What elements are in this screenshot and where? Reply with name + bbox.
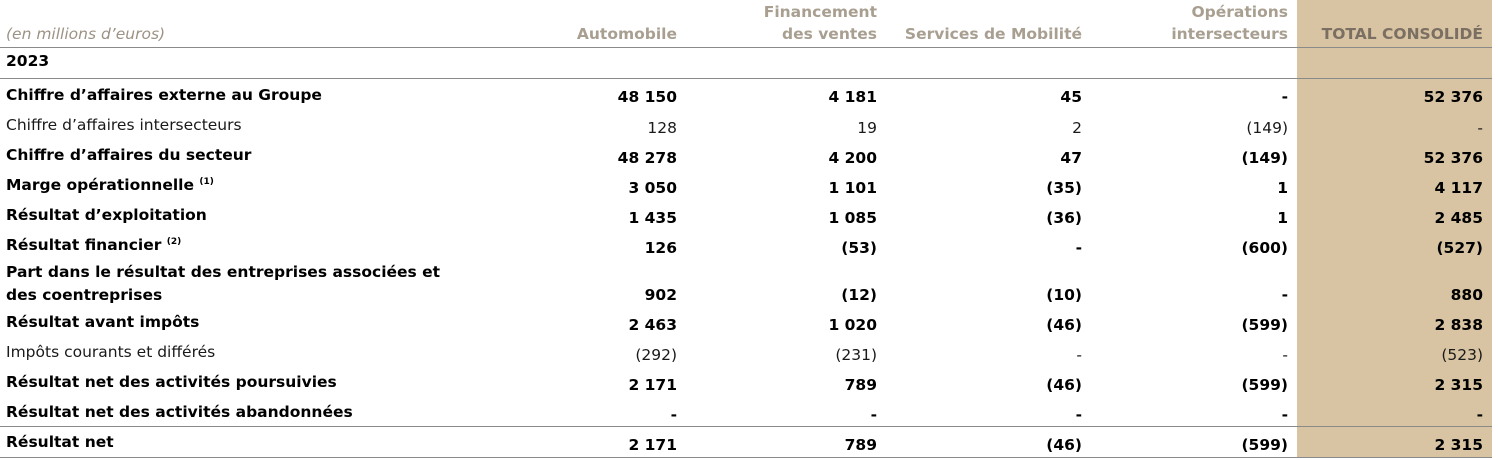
total-label: TOTAL CONSOLIDÉ	[1321, 25, 1483, 43]
total-divider	[0, 426, 1492, 427]
financement-label-line2: des ventes	[781, 25, 877, 43]
services-header: Services de Mobilité	[905, 23, 1082, 45]
total-value: 2 838	[1434, 316, 1483, 334]
row-label-wrap: Marge opérationnelle (1)	[6, 174, 214, 197]
services-value: (10)	[1046, 286, 1082, 304]
financement-header: Financement des ventes	[764, 1, 877, 45]
automobile-value: 48 150	[617, 88, 677, 106]
total-value: 4 117	[1434, 179, 1483, 197]
services-value: 45	[1060, 88, 1082, 106]
operations-value: (149)	[1241, 149, 1288, 167]
automobile-value: 126	[644, 239, 677, 257]
services-value: (36)	[1046, 209, 1082, 227]
operations-value: (600)	[1241, 239, 1288, 257]
operations-value: (599)	[1241, 376, 1288, 394]
total-value: -	[1477, 119, 1483, 137]
automobile-value: 48 278	[617, 149, 677, 167]
financement-value: 1 101	[828, 179, 877, 197]
services-value: (46)	[1046, 316, 1082, 334]
financement-value: -	[870, 406, 877, 424]
bottom-rule	[0, 457, 1492, 458]
services-value: -	[1076, 346, 1082, 364]
year-label: 2023	[6, 52, 50, 70]
year-row: 2023	[0, 48, 1492, 79]
total-value: (527)	[1436, 239, 1483, 257]
total-header: TOTAL CONSOLIDÉ	[1322, 23, 1483, 45]
financement-value: 789	[844, 436, 877, 454]
financement-value: 789	[844, 376, 877, 394]
operations-label-line1: Opérations	[1191, 3, 1288, 21]
automobile-value: 2 171	[628, 436, 677, 454]
total-value: 52 376	[1423, 88, 1483, 106]
operations-value: (599)	[1241, 316, 1288, 334]
units-header: (en millions d’euros)	[6, 23, 165, 45]
row-label-line1: Part dans le résultat des entreprises as…	[6, 263, 441, 281]
footnote-marker: (1)	[199, 176, 214, 187]
operations-value: -	[1281, 286, 1288, 304]
financement-value: 1 020	[828, 316, 877, 334]
row-label-wrap: Résultat financier (2)	[6, 234, 181, 257]
operations-value: -	[1281, 406, 1288, 424]
financement-value: 19	[857, 119, 877, 137]
total-value: -	[1476, 406, 1483, 424]
footnote-marker: (2)	[166, 236, 182, 247]
automobile-label: Automobile	[576, 25, 677, 43]
units-label: (en millions d’euros)	[6, 25, 166, 43]
automobile-value: 902	[644, 286, 677, 304]
row-label: Résultat net des activités abandonnées	[6, 403, 353, 421]
row-label: Chiffre d’affaires intersecteurs	[6, 116, 242, 134]
services-value: (46)	[1046, 436, 1082, 454]
services-value: -	[1075, 406, 1082, 424]
automobile-value: (292)	[635, 346, 677, 364]
row-label: Impôts courants et différés	[6, 343, 216, 361]
total-value: 52 376	[1423, 149, 1483, 167]
services-value: (46)	[1046, 376, 1082, 394]
operations-value: (599)	[1241, 436, 1288, 454]
row-label: Chiffre d’affaires du secteur	[6, 146, 252, 164]
operations-value: (149)	[1246, 119, 1288, 137]
financement-value: 4 181	[828, 88, 877, 106]
total-value: (523)	[1441, 346, 1483, 364]
operations-value: 1	[1277, 179, 1288, 197]
row-label-line2: des coentreprises	[6, 286, 163, 304]
total-column-band	[1297, 0, 1492, 458]
automobile-value: -	[670, 406, 677, 424]
services-value: 47	[1060, 149, 1082, 167]
total-value: 880	[1450, 286, 1483, 304]
row-label: Résultat net	[6, 433, 114, 451]
operations-value: 1	[1277, 209, 1288, 227]
operations-label-line2: intersecteurs	[1171, 25, 1288, 43]
row-label: Marge opérationnelle	[6, 176, 194, 194]
operations-value: -	[1281, 88, 1288, 106]
row-label: Chiffre d’affaires externe au Groupe	[6, 86, 322, 104]
financement-value: 1 085	[828, 209, 877, 227]
services-value: 2	[1072, 119, 1082, 137]
row-label: Résultat financier	[6, 236, 162, 254]
total-value: 2 485	[1434, 209, 1483, 227]
row-label: Résultat d’exploitation	[6, 206, 207, 224]
operations-value: -	[1282, 346, 1288, 364]
financement-value: 4 200	[828, 149, 877, 167]
total-value: 2 315	[1434, 376, 1483, 394]
row-label: Résultat avant impôts	[6, 313, 200, 331]
total-value: 2 315	[1434, 436, 1483, 454]
services-label: Services de Mobilité	[904, 25, 1082, 43]
automobile-header: Automobile	[577, 23, 677, 45]
automobile-value: 2 171	[628, 376, 677, 394]
services-value: (35)	[1046, 179, 1082, 197]
financement-value: (231)	[835, 346, 877, 364]
financement-value: (53)	[841, 239, 877, 257]
services-value: -	[1075, 239, 1082, 257]
financement-value: (12)	[841, 286, 877, 304]
automobile-value: 3 050	[628, 179, 677, 197]
financement-label-line1: Financement	[763, 3, 877, 21]
table-header: (en millions d’euros) Automobile Finance…	[0, 0, 1492, 48]
automobile-value: 1 435	[628, 209, 677, 227]
automobile-value: 128	[647, 119, 677, 137]
row-label: Résultat net des activités poursuivies	[6, 373, 337, 391]
operations-header: Opérations intersecteurs	[1171, 1, 1288, 45]
automobile-value: 2 463	[628, 316, 677, 334]
